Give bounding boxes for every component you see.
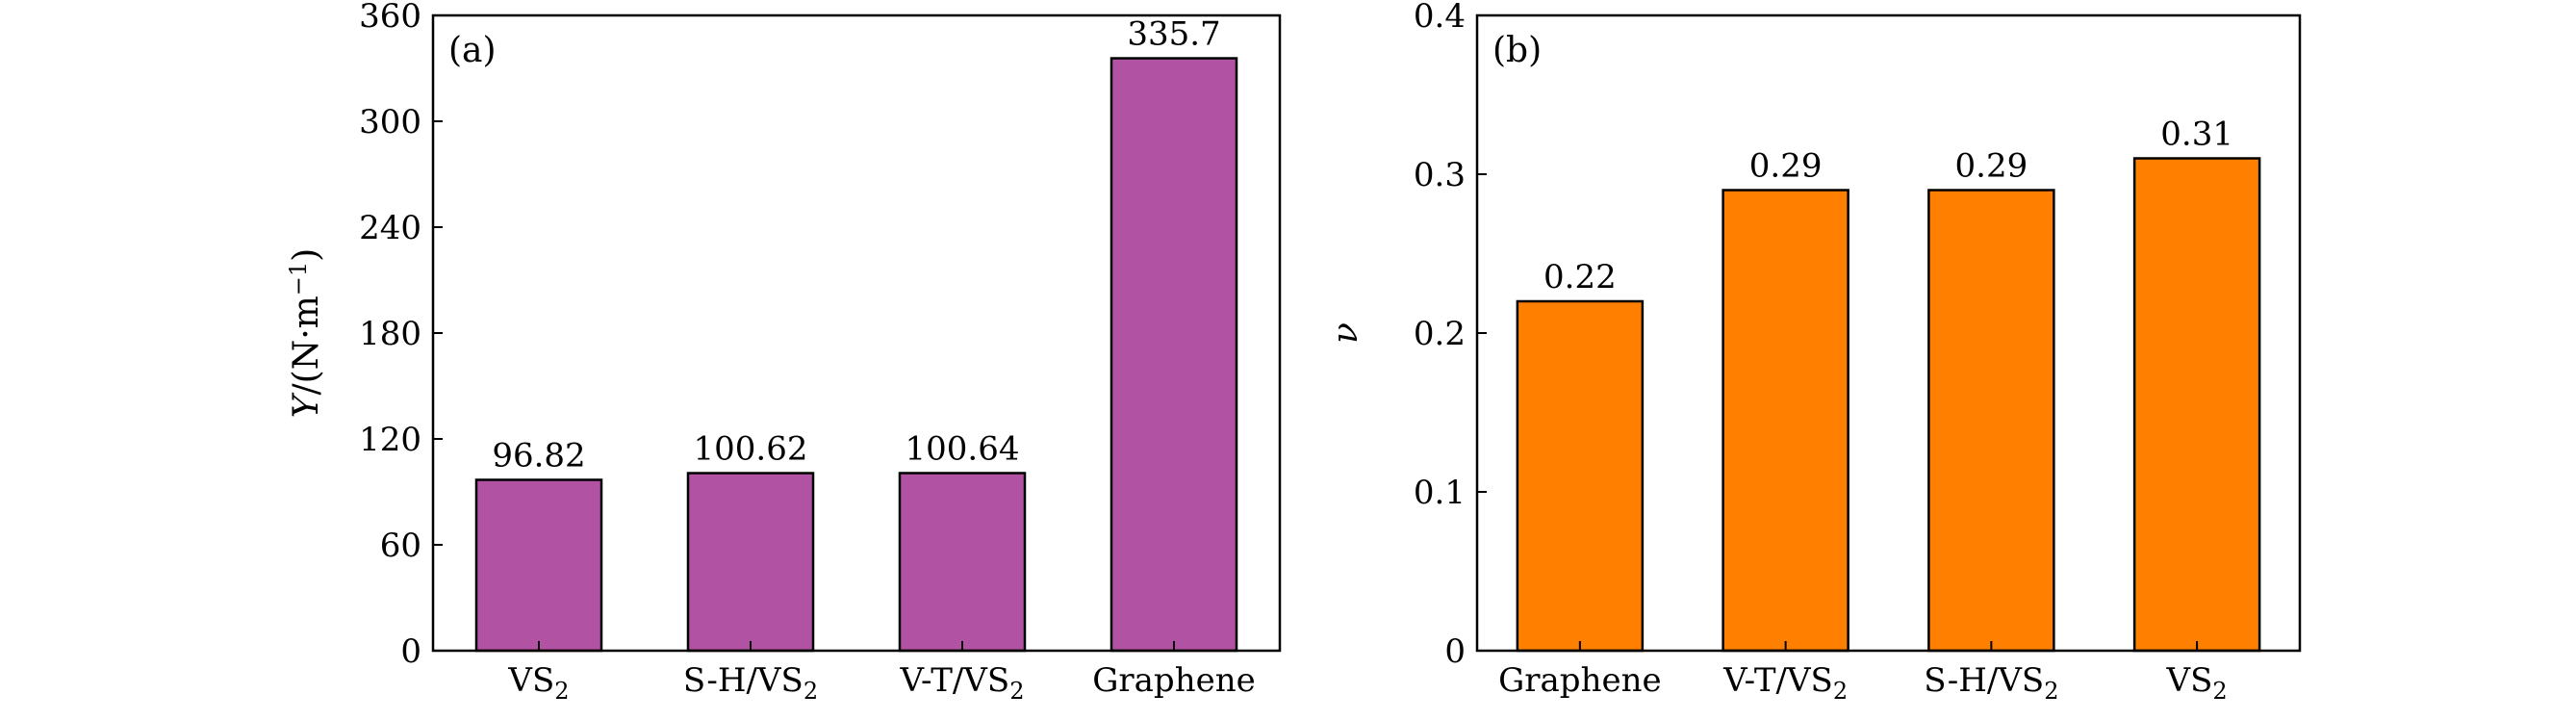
- panel-label: (a): [448, 31, 497, 70]
- data-label: 0.22: [1543, 258, 1617, 296]
- data-label: 335.7: [1127, 15, 1220, 54]
- bar: [2132, 157, 2261, 653]
- plot-frame: [1475, 13, 2302, 653]
- y-tick-label: 60: [380, 527, 421, 565]
- x-tick-label: Graphene: [1092, 661, 1256, 700]
- bar: [898, 472, 1027, 653]
- x-tick-label: S-H/VS2: [683, 661, 818, 705]
- bar: [1722, 189, 1849, 653]
- y-tick-label: 360: [359, 0, 421, 36]
- chart-panel-b: 0.22 Graphene 0.29 V-T/VS2 0.29 S-H/VS2 0.31 VS…: [1326, 0, 2302, 705]
- panel-label: (b): [1492, 31, 1542, 70]
- data-label: 100.64: [905, 429, 1020, 468]
- chart-panel-a: 96.82 VS2 100.62 S-H/VS2 100.64 V-T/VS2 335.7 G…: [285, 0, 1282, 705]
- y-axis-label: ν: [1326, 322, 1365, 344]
- x-tick-label: VS2: [507, 661, 569, 705]
- bar: [1109, 57, 1238, 653]
- x-tick-label: Graphene: [1498, 661, 1662, 700]
- bar: [474, 478, 603, 653]
- bar: [1516, 299, 1645, 653]
- plot-frame: [431, 13, 1282, 653]
- x-tick-label: V-T/VS2: [900, 661, 1025, 705]
- y-tick-label: 240: [359, 209, 421, 247]
- y-tick-label: 0: [400, 632, 421, 671]
- y-tick-label: 300: [359, 103, 421, 141]
- y-tick-label: 0: [1444, 632, 1466, 671]
- x-tick-label: S-H/VS2: [1924, 661, 2058, 705]
- data-label: 0.31: [2160, 116, 2233, 154]
- y-tick-label: 0.2: [1414, 315, 1466, 353]
- data-label: 0.29: [1955, 147, 2028, 186]
- y-tick-label: 120: [359, 421, 421, 459]
- x-tick-label: V-T/VS2: [1722, 661, 1848, 705]
- y-tick-label: 0.4: [1414, 0, 1466, 36]
- y-tick-label: 0.1: [1414, 474, 1466, 512]
- data-label: 96.82: [492, 436, 585, 475]
- data-label: 0.29: [1749, 147, 1823, 186]
- y-axis-label: Y/(N·m−1): [285, 248, 326, 418]
- x-tick-label: VS2: [2166, 661, 2228, 705]
- bar: [686, 472, 815, 653]
- y-tick-label: 0.3: [1414, 156, 1466, 194]
- y-tick-label: 180: [359, 315, 421, 353]
- data-label: 100.62: [694, 430, 808, 469]
- bar: [1927, 189, 2055, 653]
